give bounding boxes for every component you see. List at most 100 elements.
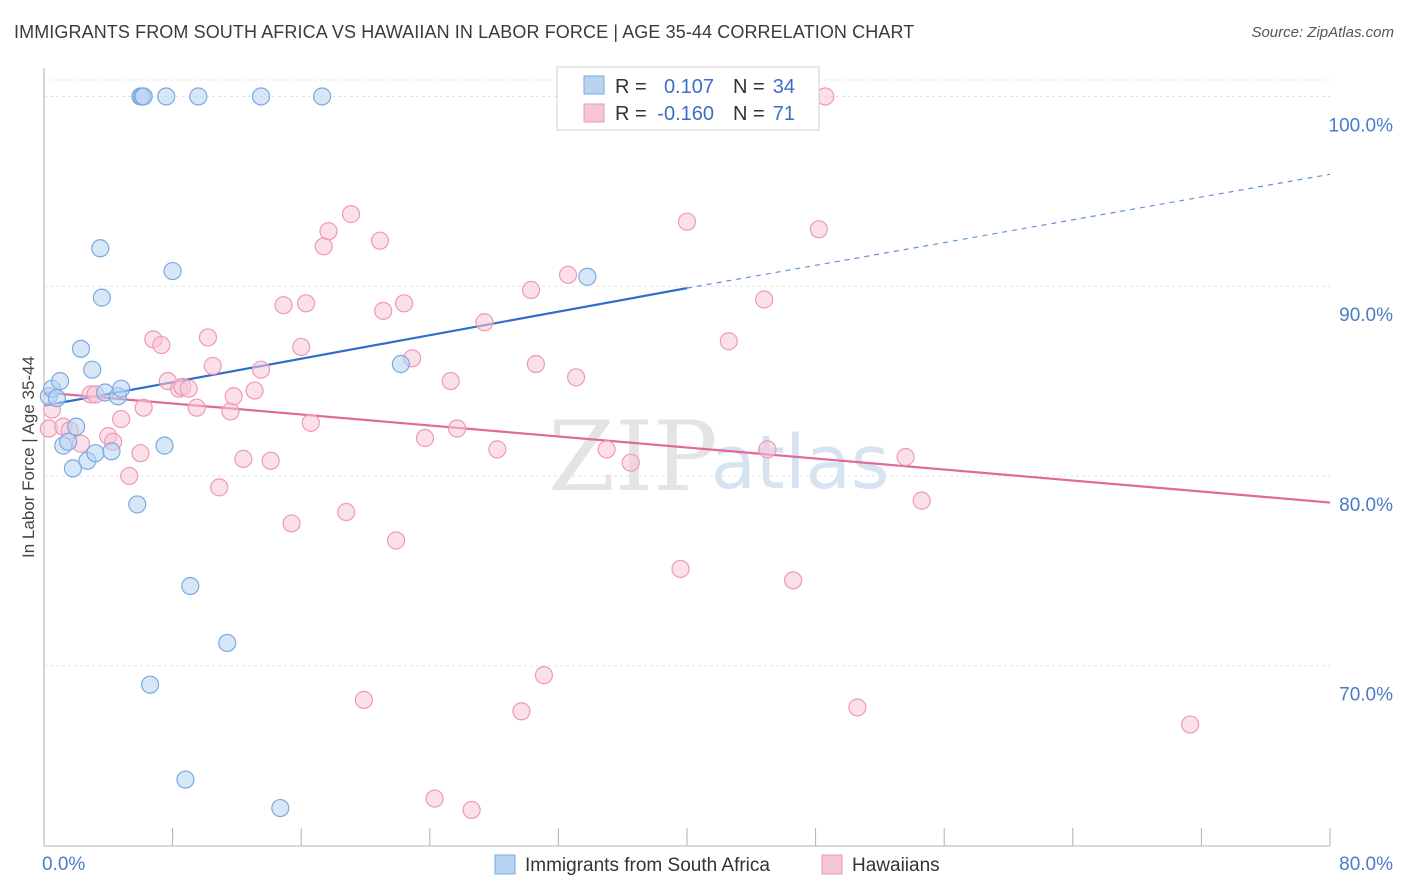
hawaiians-point-39 [370, 231, 390, 250]
watermark: ZIP atlas [548, 401, 889, 513]
south-africa-point-33 [391, 354, 410, 374]
south-africa-point-32 [312, 87, 332, 106]
south-africa-point-11 [86, 444, 105, 463]
hawaiians-point-36 [337, 502, 356, 522]
x-tick-label-left: 0.0% [42, 854, 85, 875]
south-africa-point-12 [91, 239, 110, 258]
legend-n-label-1: N = [733, 76, 765, 98]
hawaiians-point-58 [621, 453, 640, 472]
legend-n-label-2: N = [733, 103, 765, 125]
south-africa-point-29 [218, 633, 237, 653]
legend-r-label-1: R = [615, 76, 647, 98]
legend-swatch-hawaiians [583, 103, 605, 123]
hawaiians-point-45 [425, 789, 444, 808]
hawaiians-point-57 [597, 440, 616, 459]
hawaiians-point-33 [301, 413, 320, 432]
x-tick-label-right: 80.0% [1339, 854, 1393, 875]
hawaiians-point-22 [210, 478, 229, 497]
south-africa-point-17 [112, 379, 131, 398]
legend-r-value-2: -0.160 [657, 103, 714, 125]
y-axis-label: In Labor Force | Age 35-44 [19, 356, 38, 558]
hawaiians-point-34 [314, 237, 333, 256]
south-africa-point-13 [92, 288, 111, 307]
hawaiians-point-51 [512, 702, 531, 721]
hawaiians-point-49 [475, 313, 494, 332]
y-axis-tick-labels: 70.0% 80.0% 90.0% 100.0% [1329, 115, 1394, 705]
series-hawaiians-points [39, 87, 1200, 820]
hawaiians-point-46 [441, 371, 460, 391]
trend-line-south-africa [43, 287, 688, 407]
hawaiians-point-27 [251, 360, 271, 379]
hawaiians-point-64 [783, 571, 803, 590]
chart-source: Source: ZipAtlas.com [1251, 24, 1394, 41]
trend-line-south-africa-projection [686, 173, 1331, 289]
hawaiians-point-53 [526, 354, 545, 374]
legend-r-value-1: 0.107 [664, 76, 714, 98]
hawaiians-point-23 [221, 402, 240, 421]
hawaiians-point-32 [296, 294, 316, 313]
hawaiians-point-67 [848, 698, 867, 717]
y-tick-label-0: 70.0% [1339, 685, 1393, 706]
south-africa-point-26 [176, 770, 195, 789]
hawaiians-point-19 [187, 398, 206, 417]
hawaiians-point-41 [386, 531, 406, 550]
south-africa-point-2 [47, 389, 66, 408]
south-africa-point-6 [63, 459, 83, 478]
hawaiians-point-40 [374, 301, 393, 320]
hawaiians-point-63 [758, 440, 777, 459]
hawaiians-point-38 [354, 690, 373, 709]
hawaiians-point-31 [292, 337, 311, 357]
hawaiians-point-14 [152, 335, 171, 355]
hawaiians-point-50 [488, 440, 507, 459]
south-africa-point-8 [71, 339, 91, 358]
series-south-africa-points [39, 87, 597, 818]
hawaiians-point-48 [462, 800, 481, 820]
hawaiians-point-59 [671, 559, 690, 579]
gridlines [44, 79, 1330, 667]
south-africa-point-23 [155, 436, 174, 455]
hawaiians-point-21 [203, 356, 222, 376]
south-africa-point-28 [189, 87, 208, 106]
x-axis-ticks [43, 828, 1331, 846]
legend-swatch-south-africa [583, 75, 605, 95]
hawaiians-point-61 [719, 332, 738, 351]
hawaiians-point-56 [566, 368, 586, 387]
south-africa-point-22 [140, 675, 160, 694]
south-africa-point-5 [59, 432, 78, 451]
hawaiians-point-37 [341, 205, 361, 224]
south-africa-point-24 [157, 87, 176, 106]
legend-r-label-2: R = [615, 103, 647, 125]
hawaiians-point-18 [179, 379, 198, 398]
south-africa-point-31 [271, 798, 290, 818]
legend-n-value-2: 71 [773, 103, 795, 125]
south-africa-point-15 [102, 442, 121, 461]
chart-title: IMMIGRANTS FROM SOUTH AFRICA VS HAWAIIAN… [14, 22, 915, 42]
hawaiians-point-35 [319, 222, 338, 241]
hawaiians-point-10 [120, 466, 139, 486]
trend-lines [43, 173, 1331, 504]
hawaiians-point-69 [912, 491, 931, 510]
south-africa-point-7 [67, 417, 86, 436]
legend-n-value-1: 34 [773, 76, 795, 98]
hawaiians-point-42 [394, 294, 414, 313]
y-tick-label-2: 90.0% [1339, 305, 1393, 326]
hawaiians-point-54 [534, 666, 554, 685]
south-africa-point-30 [251, 87, 271, 106]
hawaiians-point-70 [1181, 715, 1200, 734]
trend-line-hawaiians [43, 391, 1331, 504]
hawaiians-point-30 [282, 514, 301, 533]
hawaiians-point-20 [198, 328, 218, 347]
hawaiians-point-55 [558, 265, 578, 284]
hawaiians-point-12 [134, 398, 153, 417]
south-africa-point-21 [134, 87, 153, 106]
hawaiians-point-65 [809, 220, 828, 239]
y-tick-label-1: 80.0% [1339, 495, 1393, 516]
hawaiians-point-26 [245, 381, 264, 400]
series-legend: Immigrants from South Africa Hawaiians [494, 854, 940, 876]
series-legend-label-south-africa: Immigrants from South Africa [525, 855, 770, 876]
series-legend-swatch-hawaiians [821, 854, 843, 875]
hawaiians-point-60 [677, 212, 697, 231]
hawaiians-point-29 [274, 296, 293, 315]
hawaiians-point-62 [755, 290, 774, 309]
